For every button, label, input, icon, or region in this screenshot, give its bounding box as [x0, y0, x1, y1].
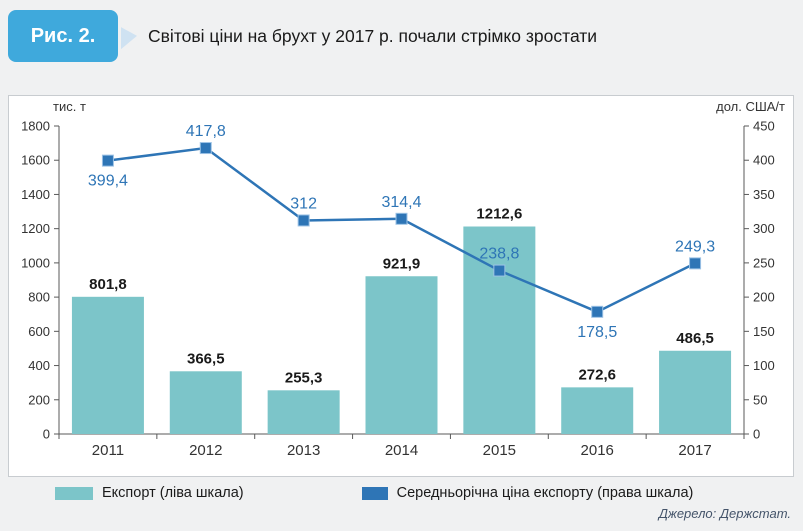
left-tick-label: 200 — [28, 392, 50, 407]
category-label: 2011 — [92, 442, 124, 459]
line-value-label: 238,8 — [479, 246, 519, 263]
right-tick-label: 400 — [753, 153, 775, 168]
left-tick-label: 1600 — [21, 153, 50, 168]
right-tick-label: 250 — [753, 255, 775, 270]
chart-title: Світові ціни на брухт у 2017 р. почали с… — [148, 0, 791, 72]
left-tick-label: 1200 — [21, 221, 50, 236]
right-tick-label: 300 — [753, 221, 775, 236]
category-label: 2012 — [189, 442, 222, 459]
bar-value-label: 255,3 — [285, 369, 323, 386]
line-marker — [591, 305, 604, 318]
category-label: 2014 — [385, 442, 418, 459]
figure-number-badge: Рис. 2. — [8, 10, 118, 62]
source-note: Джерело: Держстат. — [658, 506, 791, 521]
chevron-decoration-icon — [121, 24, 137, 50]
left-tick-label: 1800 — [21, 119, 50, 134]
left-axis-unit-label: тис. т — [53, 99, 86, 114]
right-tick-label: 350 — [753, 187, 775, 202]
left-tick-label: 1000 — [21, 255, 50, 270]
legend-label-export: Експорт (ліва шкала) — [102, 485, 244, 501]
line-marker — [297, 214, 310, 227]
chart-panel: тис. т дол. США/т 0 200 400 600 800 1000 1200 1… — [8, 95, 794, 477]
line-marker — [101, 154, 114, 167]
bar — [71, 296, 144, 434]
left-tick-label: 400 — [28, 358, 50, 373]
line-marker — [493, 264, 506, 277]
chart-legend: Експорт (ліва шкала) Середньорічна ціна … — [55, 482, 693, 504]
bar-value-label: 1212,6 — [476, 206, 522, 223]
bar — [169, 371, 242, 434]
category-label: 2016 — [581, 442, 614, 459]
line-value-label: 417,8 — [186, 123, 226, 140]
right-tick-label: 450 — [753, 119, 775, 134]
chart-canvas: 0 200 400 600 800 1000 1200 1400 1600 1800 0 50 100 1… — [21, 119, 775, 460]
right-tick-label: 150 — [753, 324, 775, 339]
line-marker — [689, 257, 702, 270]
right-axis-unit-label: дол. США/т — [716, 99, 785, 114]
category-label: 2013 — [287, 442, 320, 459]
line-marker — [199, 142, 212, 155]
left-tick-label: 600 — [28, 324, 50, 339]
category-label: 2017 — [678, 442, 711, 459]
bar — [659, 350, 732, 434]
category-label: 2015 — [483, 442, 516, 459]
bar-value-label: 921,9 — [383, 255, 421, 272]
bars-series — [71, 226, 732, 434]
line-series — [101, 142, 702, 318]
line-value-label: 249,3 — [675, 238, 715, 255]
right-tick-label: 0 — [753, 427, 760, 442]
legend-item-price: Середньорічна ціна експорту (права шкала… — [361, 485, 694, 501]
left-tick-label: 800 — [28, 290, 50, 305]
price-series-swatch — [361, 486, 388, 500]
right-tick-label: 100 — [753, 358, 775, 373]
bar — [365, 276, 438, 434]
line-value-label: 314,4 — [381, 194, 421, 211]
legend-item-export: Експорт (ліва шкала) — [55, 485, 244, 501]
left-tick-label: 0 — [43, 427, 50, 442]
line-value-label: 312 — [290, 195, 317, 212]
figure-header: Рис. 2. Світові ціни на брухт у 2017 р. … — [0, 0, 803, 95]
bar-value-label: 801,8 — [89, 276, 127, 293]
export-series-swatch — [55, 486, 93, 500]
line-marker — [395, 212, 408, 225]
line-value-label: 178,5 — [577, 324, 617, 341]
chart-title-text: Світові ціни на брухт у 2017 р. почали с… — [148, 25, 598, 46]
data-labels: 801,8 366,5 255,3 921,9 1212,6 272,6 486,5 399,… — [88, 123, 715, 386]
bar-value-label: 366,5 — [187, 350, 225, 367]
line-value-label: 399,4 — [88, 173, 128, 190]
left-tick-label: 1400 — [21, 187, 50, 202]
legend-label-price: Середньорічна ціна експорту (права шкала… — [396, 485, 694, 501]
bar — [463, 226, 536, 434]
figure-number-label: Рис. 2. — [30, 24, 96, 47]
bar-value-label: 486,5 — [676, 330, 714, 347]
right-tick-label: 200 — [753, 290, 775, 305]
right-tick-label: 50 — [753, 392, 767, 407]
bar — [267, 390, 340, 434]
bar — [561, 387, 634, 434]
bar-value-label: 272,6 — [578, 366, 616, 383]
